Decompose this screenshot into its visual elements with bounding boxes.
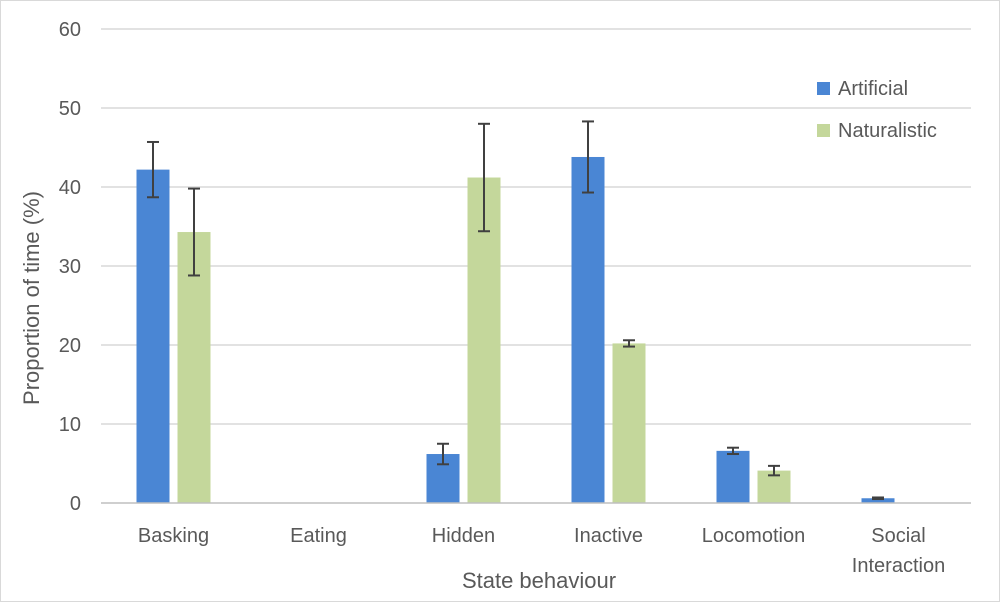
error-bar — [188, 187, 200, 277]
y-tick-label: 20 — [59, 335, 81, 357]
x-tick-label: Eating — [290, 525, 347, 547]
error-bar — [623, 339, 635, 348]
y-tick-label: 30 — [59, 256, 81, 278]
bar-artificial-inactive — [571, 156, 605, 504]
error-bar — [478, 122, 490, 233]
y-tick-label: 40 — [59, 177, 81, 199]
bars — [136, 156, 895, 504]
error-bars — [147, 120, 884, 501]
legend-label-artificial: Artificial — [838, 78, 908, 100]
x-axis-ticks: Basking Eating Hidden Inactive Locomotion Soc… — [138, 525, 945, 577]
x-tick-label: Basking — [138, 525, 209, 547]
bar-artificial-locomotion — [716, 450, 750, 503]
x-tick-label: Locomotion — [702, 525, 805, 547]
error-bar — [582, 120, 594, 194]
x-tick-label: Hidden — [432, 525, 495, 547]
legend-swatch-artificial — [817, 82, 830, 95]
error-bar — [872, 496, 884, 501]
y-axis-ticks: 0 10 20 30 40 50 60 — [59, 19, 81, 515]
x-tick-label: Inactive — [574, 525, 643, 547]
bar-artificial-basking — [136, 169, 170, 503]
error-bar — [727, 446, 739, 456]
error-bar — [768, 464, 780, 477]
y-tick-label: 50 — [59, 98, 81, 120]
y-tick-label: 0 — [70, 493, 81, 515]
bar-artificial-social-interaction — [861, 498, 895, 503]
bar-naturalistic-inactive — [612, 343, 646, 503]
legend-swatch-naturalistic — [817, 124, 830, 137]
x-tick-label: Social Interaction — [852, 525, 945, 577]
y-tick-label: 60 — [59, 19, 81, 41]
error-bar — [437, 442, 449, 466]
y-axis-title: Proportion of time (%) — [19, 191, 44, 405]
y-tick-label: 10 — [59, 414, 81, 436]
gridlines — [101, 28, 971, 425]
bar-naturalistic-basking — [177, 232, 211, 503]
error-bar — [147, 140, 159, 199]
x-axis-title: State behaviour — [462, 568, 616, 593]
legend: Artificial Naturalistic — [817, 78, 937, 142]
legend-label-naturalistic: Naturalistic — [838, 120, 937, 142]
